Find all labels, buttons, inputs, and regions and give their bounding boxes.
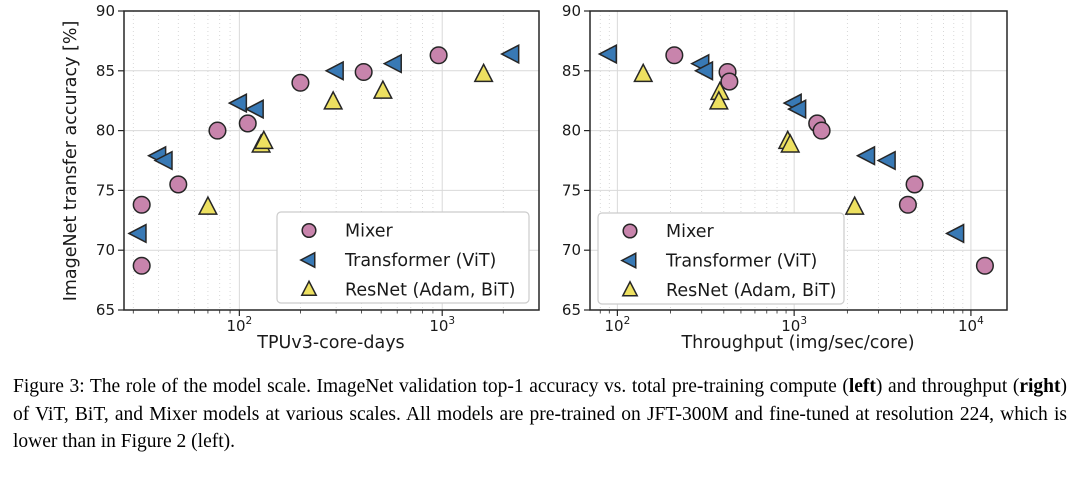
y-tick-label: 65: [96, 301, 115, 319]
data-point-resnet-adam-bit: [844, 195, 865, 215]
legend-label-mixer: Mixer: [666, 222, 715, 242]
data-point-transformer-vit: [855, 145, 876, 166]
figure-plots: 102 103 65 70 75 80 85 90 TPUv3-core-days Image…: [61, 2, 1008, 353]
legend-marker-transformer-vit: [299, 251, 316, 269]
legend-marker-resnet-adam-bit: [621, 280, 639, 297]
y-tick-label: 90: [562, 2, 581, 20]
legend-marker-mixer: [301, 222, 317, 239]
data-point-mixer: [354, 62, 373, 82]
x-axis-label: TPUv3-core-days: [256, 333, 404, 353]
legend-label-vit: Transformer (ViT): [344, 251, 496, 271]
caption-text: ) and throughput (: [875, 376, 1020, 397]
y-tick-label: 75: [562, 181, 581, 199]
data-point-transformer-vit: [382, 53, 402, 74]
caption-bold-word: right: [1019, 376, 1061, 397]
data-point-mixer: [132, 256, 151, 275]
data-point-transformer-vit: [127, 223, 147, 244]
y-tick-label: 80: [562, 122, 581, 140]
legend-label-resnet: ResNet (Adam, BiT): [666, 281, 836, 301]
plot-frame: [123, 10, 540, 311]
data-point-resnet-adam-bit: [780, 133, 801, 153]
legend-marker-mixer: [622, 223, 638, 239]
x-axis-label: Throughput (img/sec/core): [680, 333, 914, 353]
y-tick-label: 70: [562, 241, 581, 259]
data-point-transformer-vit: [876, 150, 896, 171]
y-axis-label: ImageNet transfer accuracy [%]: [61, 21, 81, 302]
plot-frame: [589, 10, 1008, 311]
data-point-mixer: [132, 195, 151, 214]
legend-box: [276, 211, 530, 304]
data-point-mixer: [905, 175, 924, 194]
data-point-mixer: [238, 114, 257, 133]
legend-markers: [620, 223, 639, 297]
data-point-mixer: [291, 73, 310, 92]
caption-text: Figure 3: The role of the model scale. I…: [13, 376, 849, 397]
data-point-mixer: [975, 256, 994, 275]
data-point-mixer: [429, 46, 448, 65]
data-point-resnet-adam-bit: [633, 62, 654, 83]
x-tick-label: 104: [958, 315, 984, 335]
x-tick-exponent: 3: [448, 315, 455, 327]
data-point-mixer: [898, 195, 917, 214]
legend-marker-transformer-vit: [620, 252, 637, 269]
x-tick-label: 102: [604, 315, 630, 335]
y-tick-label: 85: [562, 62, 581, 80]
x-tick-exponent: 4: [977, 315, 984, 327]
legend-marker-resnet-adam-bit: [300, 279, 318, 296]
x-tick-label: 103: [429, 315, 455, 335]
data-point-transformer-vit: [500, 44, 520, 65]
data-point-transformer-vit: [944, 223, 965, 244]
y-tick-label: 65: [562, 301, 581, 319]
x-tick-label: 103: [781, 315, 807, 335]
data-point-mixer: [720, 72, 739, 91]
y-tick-label: 90: [96, 2, 115, 20]
legend: Mixer Transformer (ViT) ResNet (Adam, Bi…: [597, 212, 845, 305]
data-point-mixer: [812, 121, 831, 140]
data-point-mixer: [169, 175, 188, 194]
y-tick-label: 80: [96, 122, 115, 140]
x-tick-exponent: 3: [800, 315, 807, 327]
data-point-resnet-adam-bit: [708, 90, 729, 110]
data-point-transformer-vit: [227, 93, 248, 114]
data-point-transformer-vit: [153, 150, 173, 171]
data-point-resnet-adam-bit: [253, 129, 274, 150]
right-chart: 102 103 104 65 70 75 80 85 90 Throughput (img/se…: [562, 2, 1008, 353]
data-point-transformer-vit: [244, 99, 264, 120]
caption-text: ) of ViT, BiT, and Mixer models at vario…: [13, 376, 1067, 452]
x-tick-exponent: 2: [624, 315, 631, 327]
legend-box: [597, 212, 845, 305]
legend: Mixer Transformer (ViT) ResNet (Adam, Bi…: [276, 211, 530, 304]
legend-label-mixer: Mixer: [345, 222, 394, 242]
data-point-transformer-vit: [693, 60, 714, 81]
y-tick-label: 70: [96, 241, 115, 259]
data-point-resnet-adam-bit: [323, 90, 344, 110]
figure-caption: Figure 3: The role of the model scale. I…: [0, 373, 1080, 456]
data-point-resnet-adam-bit: [473, 62, 494, 83]
data-point-transformer-vit: [597, 44, 618, 65]
left-chart: 102 103 65 70 75 80 85 90 TPUv3-core-days Image…: [61, 2, 540, 353]
caption-bold-word: left: [848, 376, 876, 397]
data-point-resnet-adam-bit: [197, 195, 218, 215]
y-tick-label: 75: [96, 181, 115, 199]
y-tick-label: 85: [96, 62, 115, 80]
legend-markers: [299, 222, 318, 296]
data-point-transformer-vit: [324, 60, 344, 81]
data-point-mixer: [208, 121, 227, 140]
data-point-resnet-adam-bit: [372, 79, 393, 99]
data-point-transformer-vit: [786, 99, 807, 120]
x-tick-exponent: 2: [246, 315, 253, 327]
x-tick-label: 102: [226, 315, 252, 335]
legend-label-resnet: ResNet (Adam, BiT): [345, 281, 515, 301]
data-point-mixer: [665, 46, 684, 65]
legend-label-vit: Transformer (ViT): [665, 252, 817, 272]
